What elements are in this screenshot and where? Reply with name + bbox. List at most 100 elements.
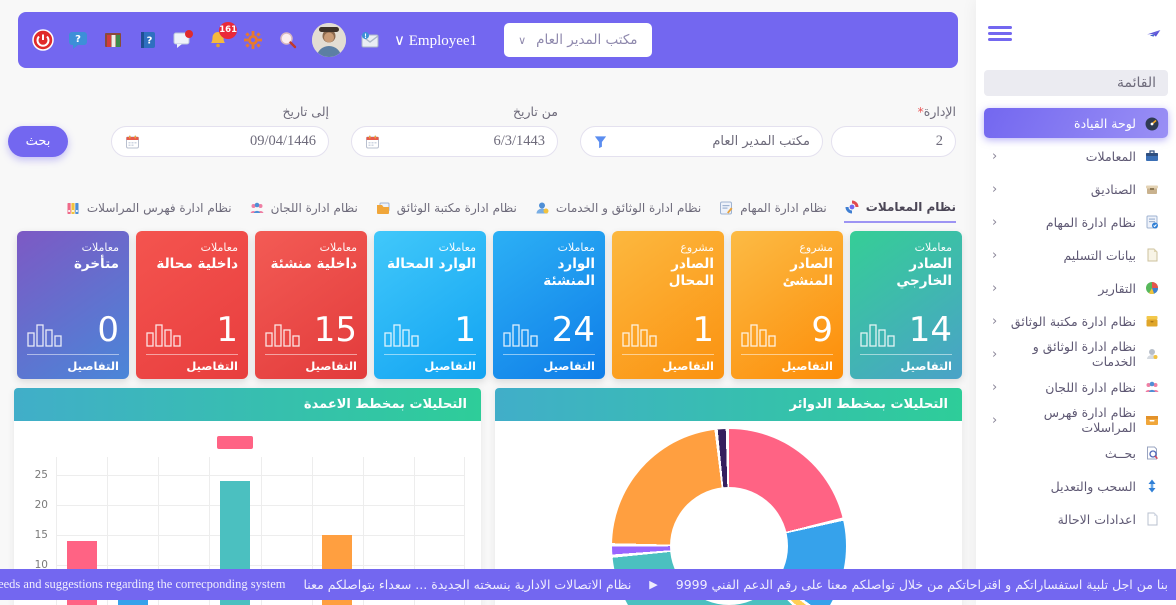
menu-toggle-icon[interactable] [988,23,1012,44]
bar-chart-icon [503,317,539,347]
chart-legend-swatch[interactable] [217,436,253,449]
calendar-icon[interactable] [364,134,381,150]
search-icon[interactable] [277,29,299,51]
from-date-field-group: من تاريخ [351,104,558,157]
card-details-link[interactable]: التفاصيل [781,359,833,373]
notification-count-badge: 161 [219,22,237,39]
ticker-item-support: بنا من اجل تلبية استفساراتكم و اقتراحاتك… [675,577,1168,592]
dashboard-gauge-icon [1144,115,1160,131]
card-value: 15 [313,310,357,350]
sidebar-menu: لوحة القيادة المعاملات ‹ الصناديق ‹ نظام ا… [976,104,1176,538]
topbar: ? ? 161 ! ∨ Employee1 مكتب المدير العام … [18,12,958,68]
office-selector-value: مكتب المدير العام [536,32,638,48]
ticker-item-english: We are ready to meet your needs and sugg… [0,577,286,591]
notifications-bell-icon[interactable]: 161 [207,22,237,51]
tab-committees-system[interactable]: نظام ادارة اللجان [249,200,358,222]
department-name-field [580,126,823,157]
sidebar-item-tasks-system[interactable]: نظام ادارة المهام ‹ [984,207,1168,237]
sidebar-item-documents-services[interactable]: نظام ادارة الوثائق و الخدمات ‹ [984,339,1168,369]
from-date-input[interactable] [389,133,545,150]
department-label: الإدارة* [917,104,956,119]
correspondence-index-icon [65,200,81,216]
tab-correspondence-index-system[interactable]: نظام ادارة فهرس المراسلات [65,200,232,222]
card-details-link[interactable]: التفاصيل [662,359,714,373]
logout-power-icon[interactable] [32,29,54,51]
mail-icon[interactable]: ! [359,29,381,51]
bar-chart-icon [741,317,777,347]
card-overdue: معاملات متأخرة 0 التفاصيل [17,231,129,379]
to-date-label: إلى تاريخ [282,104,329,119]
tasks-system-icon [718,200,734,216]
sidebar-item-documents-library[interactable]: نظام ادارة مكتبة الوثائق ‹ [984,306,1168,336]
office-selector-dropdown[interactable]: مكتب المدير العام ∨ [504,23,652,57]
bar-chart-icon [622,317,658,347]
calendar-icon[interactable] [124,134,141,150]
donut-chart-title: التحليلات بمخطط الدوائر [495,388,962,421]
messages-icon[interactable] [172,29,194,51]
svg-text:!: ! [364,33,367,40]
drag-edit-arrows-icon [1144,478,1160,494]
sidebar-item-dashboard[interactable]: لوحة القيادة [984,108,1168,138]
tab-transactions-system[interactable]: نظام المعاملات [843,199,956,223]
card-outgoing-draft-referred: مشروع الصادر المحال 1 التفاصيل [612,231,724,379]
documents-library-drawer-icon [1144,313,1160,329]
chevron-icon: ‹ [992,313,998,329]
tab-tasks-system[interactable]: نظام ادارة المهام [718,200,827,222]
chevron-down-icon: ∨ [394,32,405,49]
sidebar-item-drag-edit[interactable]: السحب والتعديل [984,471,1168,501]
archive-organizer-icon[interactable] [102,29,124,51]
sidebar-item-transactions[interactable]: المعاملات ‹ [984,141,1168,171]
filter-funnel-icon[interactable] [593,134,608,150]
card-value: 1 [216,310,238,350]
news-ticker: بنا من اجل تلبية استفساراتكم و اقتراحاتك… [0,569,1176,600]
settings-gear-icon[interactable] [242,29,264,51]
employee-name: Employee1 [408,32,478,49]
card-value: 14 [908,310,952,350]
sidebar-item-delivery-data[interactable]: بيانات التسليم ‹ [984,240,1168,270]
card-incoming-created: معاملات الوارد المنشئة 24 التفاصيل [493,231,605,379]
department-name-input[interactable] [616,134,810,149]
ticker-item-system: نظام الاتصالات الادارية بنسخته الجديدة .… [303,577,632,592]
guide-book-icon[interactable]: ? [137,29,159,51]
sidebar-item-referral-settings[interactable]: اعدادات الاحالة [984,504,1168,534]
reports-pie-icon [1144,280,1160,296]
sidebar-item-search[interactable]: بحــث [984,438,1168,468]
bar-chart-icon [860,317,896,347]
chevron-icon: ‹ [992,412,998,428]
department-code-input[interactable] [844,133,943,150]
from-date-label: من تاريخ [512,104,558,119]
tab-documents-services-system[interactable]: نظام ادارة الوثائق و الخدمات [534,200,701,222]
user-avatar[interactable] [312,23,346,57]
search-doc-icon [1144,445,1160,461]
card-details-link[interactable]: التفاصيل [900,359,952,373]
stat-cards: معاملات الصادر الخارجي 14 التفاصيل مشروع… [14,231,962,379]
tasks-clipboard-icon [1144,214,1160,230]
card-internal-referred: معاملات داخلية محالة 1 التفاصيل [136,231,248,379]
committees-icon [249,200,265,216]
help-chat-icon[interactable]: ? [67,29,89,51]
chevron-icon: ‹ [992,379,998,395]
card-details-link[interactable]: التفاصيل [305,359,357,373]
card-details-link[interactable]: التفاصيل [543,359,595,373]
to-date-input[interactable] [149,133,316,150]
correspondence-index-folder-icon [1144,412,1160,428]
to-date-field [111,126,329,157]
search-button[interactable]: بحث [8,126,68,157]
card-details-link[interactable]: التفاصيل [186,359,238,373]
system-tabs: نظام المعاملات نظام ادارة المهام نظام اد… [0,199,956,223]
sidebar-item-committees[interactable]: نظام ادارة اللجان ‹ [984,372,1168,402]
bar-chart-icon [265,317,301,347]
employee-menu[interactable]: ∨ Employee1 [394,31,477,50]
chevron-down-icon: ∨ [518,33,527,47]
sidebar-item-boxes[interactable]: الصناديق ‹ [984,174,1168,204]
app-logo-paper-plane [1146,16,1162,50]
card-details-link[interactable]: التفاصيل [424,359,476,373]
documents-services-icon [534,200,550,216]
card-details-link[interactable]: التفاصيل [67,359,119,373]
sidebar-item-reports[interactable]: التقارير ‹ [984,273,1168,303]
bar-chart-panel: التحليلات بمخطط الاعمدة 510152025 [14,388,481,605]
card-value: 24 [551,310,595,350]
tab-documents-library-system[interactable]: نظام ادارة مكتبة الوثائق [375,200,517,222]
sidebar-item-correspondence-index[interactable]: نظام ادارة فهرس المراسلات ‹ [984,405,1168,435]
bar-chart-icon [27,317,63,347]
